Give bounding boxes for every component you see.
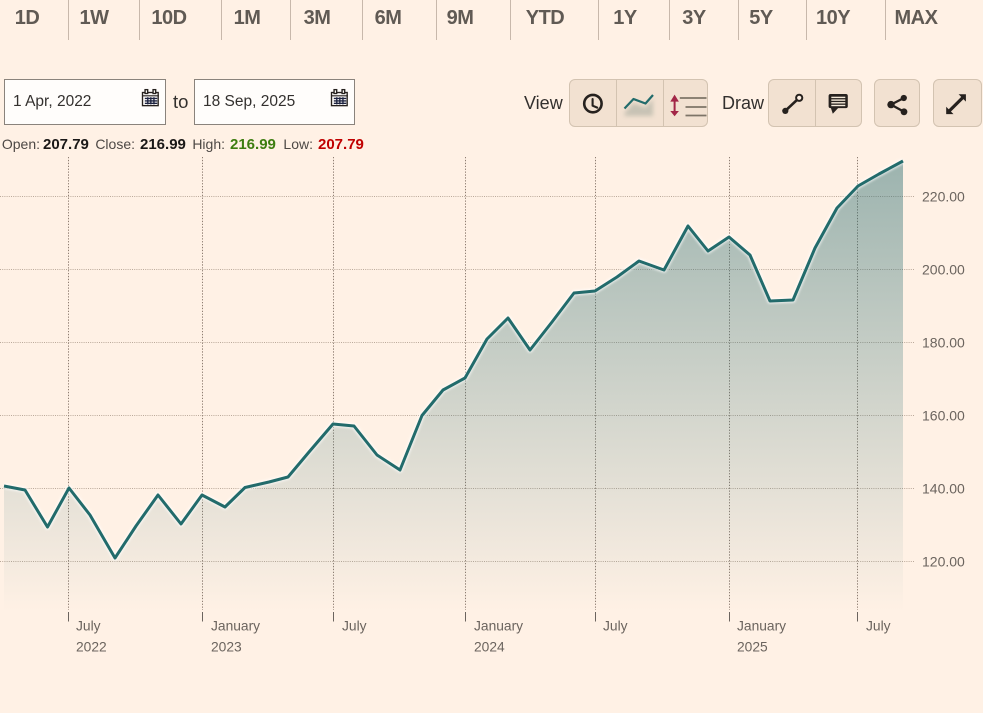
svg-text:July: July [76,619,101,634]
svg-text:2022: 2022 [76,640,107,655]
svg-text:January: January [211,619,260,634]
svg-text:160.00: 160.00 [922,408,965,424]
svg-text:January: January [737,619,786,634]
svg-text:140.00: 140.00 [922,481,965,497]
svg-text:July: July [342,619,367,634]
svg-text:120.00: 120.00 [922,554,965,570]
svg-text:200.00: 200.00 [922,262,965,278]
svg-text:January: January [474,619,523,634]
svg-text:July: July [866,619,891,634]
svg-text:220.00: 220.00 [922,189,965,205]
svg-text:180.00: 180.00 [922,335,965,351]
svg-text:2023: 2023 [211,640,242,655]
svg-text:2025: 2025 [737,640,768,655]
svg-text:July: July [603,619,628,634]
svg-text:2024: 2024 [474,640,505,655]
